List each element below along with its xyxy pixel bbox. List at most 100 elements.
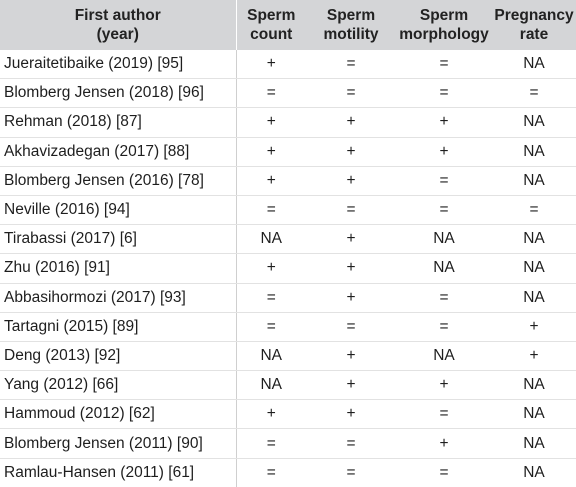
header-motility-line1: Sperm — [326, 7, 376, 24]
sperm-morphology-cell: NA — [396, 224, 492, 255]
sperm-motility-cell: + — [306, 224, 396, 255]
table-header: First author (year) Sperm count Sperm mo… — [0, 0, 576, 50]
sperm-morphology-cell: = — [396, 283, 492, 313]
sperm-motility-cell: = — [346, 463, 356, 481]
sperm-motility-cell: + — [306, 107, 396, 138]
sperm-count-cell: = — [236, 195, 306, 226]
pregnancy-rate-cell: NA — [492, 224, 576, 255]
sperm-morphology-cell: = — [396, 312, 492, 342]
header-sperm-count: Sperm count — [236, 0, 306, 50]
table-row: Akhavizadegan (2017) [88] + + + NA — [0, 137, 576, 167]
author-cell: Hammoud (2012) [62] — [0, 399, 237, 430]
author-cell: Deng (2013) [92] — [0, 341, 237, 372]
sperm-morphology-cell: + — [396, 428, 492, 459]
sperm-motility-cell: + — [306, 370, 396, 401]
header-pregnancy-rate: Pregnancy rate — [492, 0, 576, 50]
sperm-count-cell: NA — [236, 370, 306, 401]
sperm-morphology-cell: NA — [396, 253, 492, 284]
sperm-motility-cell: = — [306, 428, 396, 459]
table-row: Deng (2013) [92] NA + NA + — [0, 341, 576, 372]
header-author-line2: (year) — [96, 26, 139, 43]
sperm-motility-cell: + — [306, 166, 396, 196]
author-cell: Tartagni (2015) [89] — [0, 312, 237, 342]
table-row: Jueraitetibaike (2019) [95] + = = NA — [0, 50, 576, 80]
pregnancy-rate-cell: NA — [492, 399, 576, 430]
pregnancy-rate-cell: + — [492, 341, 576, 372]
sperm-count-cell: + — [236, 399, 306, 430]
sperm-morphology-cell: = — [396, 399, 492, 430]
sperm-count-cell: + — [236, 166, 306, 196]
sperm-motility-cell: + — [306, 283, 396, 313]
pregnancy-rate-cell: NA — [492, 428, 576, 459]
header-motility-line2: motility — [323, 26, 379, 43]
author-cell: Blomberg Jensen (2016) [78] — [0, 166, 237, 196]
author-cell: Akhavizadegan (2017) [88] — [0, 137, 237, 167]
pregnancy-rate-cell: NA — [492, 107, 576, 138]
pregnancy-rate-cell: = — [492, 195, 576, 226]
sperm-count-cell: + — [236, 253, 306, 284]
sperm-count-cell: = — [236, 312, 306, 342]
author-cell: Yang (2012) [66] — [0, 370, 237, 401]
author-cell: Abbasihormozi (2017) [93] — [0, 283, 237, 313]
header-sperm-morphology: Sperm morphology — [396, 0, 492, 50]
table-row: Blomberg Jensen (2018) [96] = = = = — [0, 78, 576, 109]
pregnancy-rate-cell: = — [492, 78, 576, 109]
table-row: Tirabassi (2017) [6] NA + NA NA — [0, 224, 576, 255]
pregnancy-rate-cell: NA — [492, 166, 576, 196]
author-cell: Blomberg Jensen (2018) [96] — [0, 78, 237, 109]
sperm-motility-cell: + — [306, 341, 396, 372]
sperm-count-cell: NA — [236, 341, 306, 372]
sperm-count-cell: = — [266, 463, 276, 481]
author-cell: Rehman (2018) [87] — [0, 107, 237, 138]
sperm-count-cell: + — [236, 107, 306, 138]
sperm-morphology-cell: = — [396, 78, 492, 109]
pregnancy-rate-cell: + — [492, 312, 576, 342]
sperm-motility-cell: + — [306, 253, 396, 284]
sperm-count-cell: = — [236, 78, 306, 109]
sperm-morphology-cell: + — [396, 107, 492, 138]
sperm-count-cell: + — [236, 50, 306, 80]
sperm-motility-cell: = — [306, 195, 396, 226]
pregnancy-rate-cell: NA — [492, 50, 576, 80]
sperm-count-cell: + — [236, 137, 306, 167]
table-row: Abbasihormozi (2017) [93] = + = NA — [0, 283, 576, 313]
table-row: Rehman (2018) [87] + + + NA — [0, 107, 576, 138]
header-count-line1: Sperm — [247, 7, 296, 24]
header-morphology-line2: morphology — [399, 26, 489, 43]
header-morphology-line1: Sperm — [419, 7, 469, 24]
table-row: Tartagni (2015) [89] = = = + — [0, 312, 576, 342]
table-row: Hammoud (2012) [62] + + = NA — [0, 399, 576, 430]
sperm-morphology-cell: + — [396, 137, 492, 167]
author-cell: Tirabassi (2017) [6] — [0, 224, 237, 255]
header-author-line1: First author — [74, 7, 161, 24]
pregnancy-rate-cell: NA — [492, 137, 576, 167]
author-cell: Zhu (2016) [91] — [0, 253, 237, 284]
sperm-morphology-cell: = — [396, 195, 492, 226]
pregnancy-rate-cell: NA — [492, 253, 576, 284]
table-row: Zhu (2016) [91] + + NA NA — [0, 253, 576, 284]
table-row: Blomberg Jensen (2011) [90] = = + NA — [0, 428, 576, 459]
sperm-morphology-cell: = — [439, 463, 449, 481]
sperm-motility-cell: + — [306, 137, 396, 167]
pregnancy-rate-cell: NA — [523, 463, 545, 481]
table-row: Neville (2016) [94] = = = = — [0, 195, 576, 226]
sperm-motility-cell: = — [306, 50, 396, 80]
header-pregnancy-line2: rate — [519, 26, 549, 43]
sperm-morphology-cell: = — [396, 50, 492, 80]
author-cell: Ramlau-Hansen (2011) [61] — [0, 458, 237, 487]
header-row: First author (year) Sperm count Sperm mo… — [0, 0, 576, 50]
table-row: Blomberg Jensen (2016) [78] + + = NA — [0, 166, 576, 196]
author-cell: Blomberg Jensen (2011) [90] — [0, 428, 237, 459]
header-count-line2: count — [250, 26, 293, 43]
sperm-count-cell: = — [236, 283, 306, 313]
sperm-morphology-cell: + — [396, 370, 492, 401]
sperm-morphology-cell: NA — [396, 341, 492, 372]
sperm-motility-cell: = — [306, 78, 396, 109]
pregnancy-rate-cell: NA — [492, 283, 576, 313]
author-cell: Neville (2016) [94] — [0, 195, 237, 226]
author-cell: Jueraitetibaike (2019) [95] — [0, 50, 237, 80]
table-row: Yang (2012) [66] NA + + NA — [0, 370, 576, 401]
sperm-morphology-cell: = — [396, 166, 492, 196]
sperm-count-cell: NA — [236, 224, 306, 255]
